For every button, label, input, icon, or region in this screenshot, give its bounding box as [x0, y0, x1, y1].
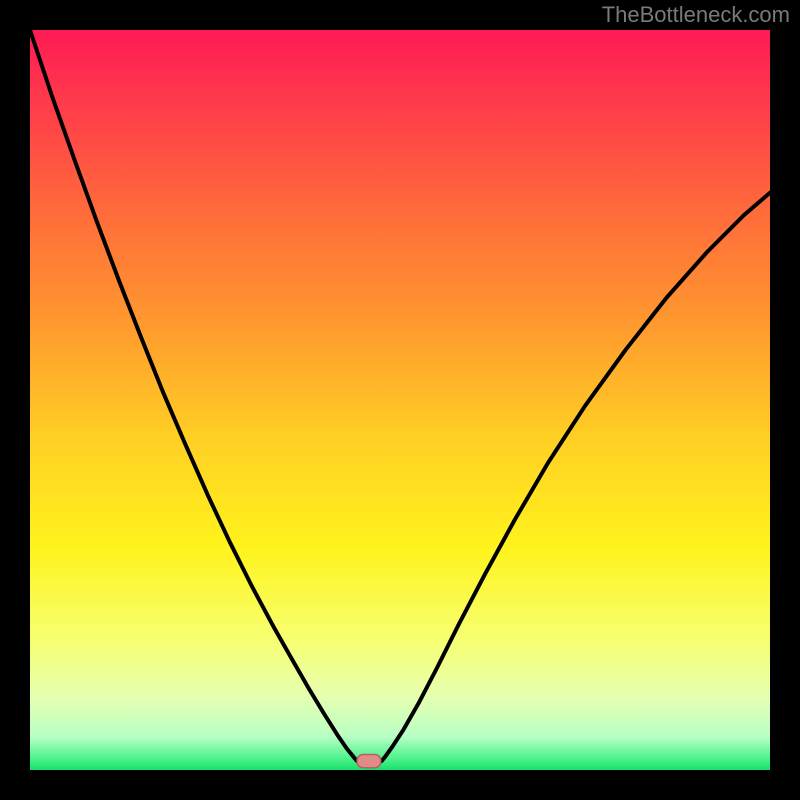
watermark-text: TheBottleneck.com: [602, 2, 790, 28]
outer-frame: TheBottleneck.com: [0, 0, 800, 800]
plot-area: [30, 30, 770, 770]
valley-marker: [357, 754, 381, 767]
gradient-background: [30, 30, 770, 770]
